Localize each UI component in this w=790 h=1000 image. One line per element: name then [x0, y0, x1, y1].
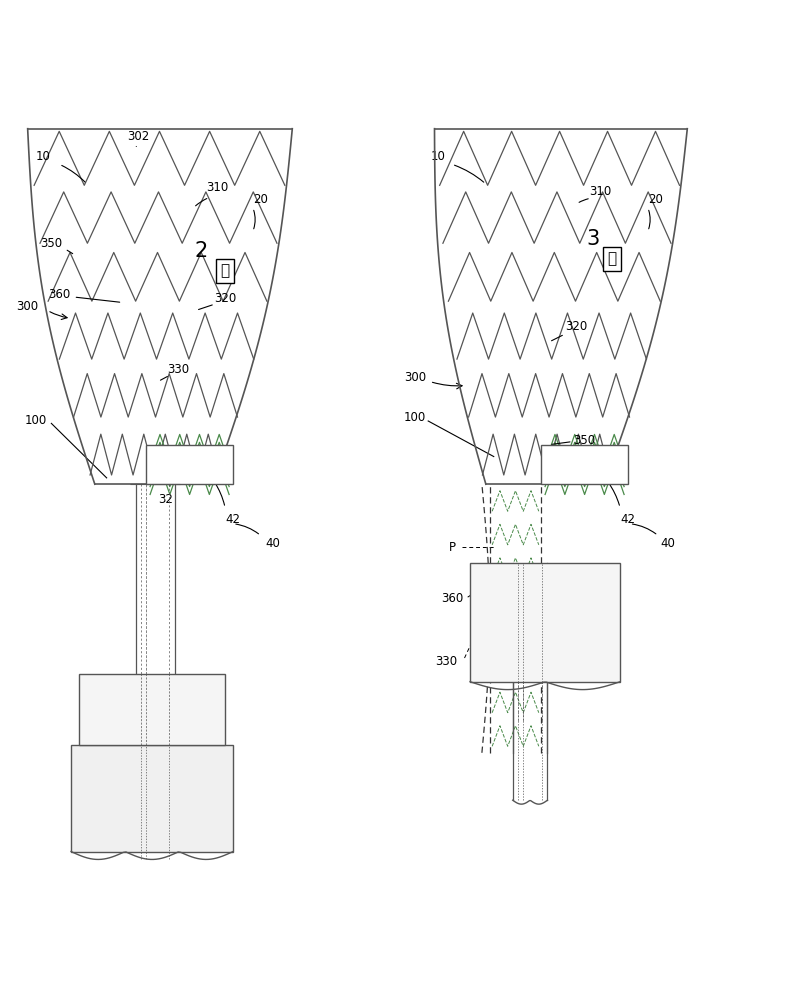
Text: 320: 320 — [214, 292, 236, 305]
Text: 32: 32 — [159, 493, 173, 506]
Text: 302: 302 — [127, 130, 149, 143]
Text: 300: 300 — [17, 300, 39, 313]
Text: P: P — [449, 541, 455, 554]
FancyBboxPatch shape — [541, 445, 628, 484]
Text: 2: 2 — [195, 241, 208, 261]
Text: 330: 330 — [167, 363, 189, 376]
Text: 10: 10 — [36, 150, 51, 163]
Text: 42: 42 — [226, 513, 240, 526]
Text: 310: 310 — [589, 185, 611, 198]
Text: 320: 320 — [566, 320, 588, 333]
Text: 360: 360 — [441, 592, 463, 605]
Text: 40: 40 — [265, 537, 280, 550]
Text: 100: 100 — [404, 411, 426, 424]
Text: 3: 3 — [586, 229, 599, 249]
Text: 图: 图 — [220, 263, 230, 278]
Text: 330: 330 — [435, 655, 457, 668]
Text: 310: 310 — [206, 181, 228, 194]
Text: 20: 20 — [254, 193, 268, 206]
FancyBboxPatch shape — [470, 563, 620, 682]
Text: 30: 30 — [182, 454, 197, 467]
Text: 40: 40 — [660, 537, 675, 550]
FancyBboxPatch shape — [79, 674, 225, 745]
Text: 350: 350 — [574, 434, 596, 447]
Text: 300: 300 — [404, 371, 426, 384]
Text: 图: 图 — [608, 252, 617, 267]
Text: 32: 32 — [558, 474, 572, 487]
Text: 360: 360 — [48, 288, 70, 301]
Text: 42: 42 — [621, 513, 635, 526]
FancyBboxPatch shape — [146, 445, 233, 484]
Text: 100: 100 — [24, 414, 47, 428]
Text: 350: 350 — [40, 237, 62, 250]
Text: 20: 20 — [649, 193, 663, 206]
FancyBboxPatch shape — [71, 745, 233, 852]
Text: 10: 10 — [431, 150, 446, 163]
